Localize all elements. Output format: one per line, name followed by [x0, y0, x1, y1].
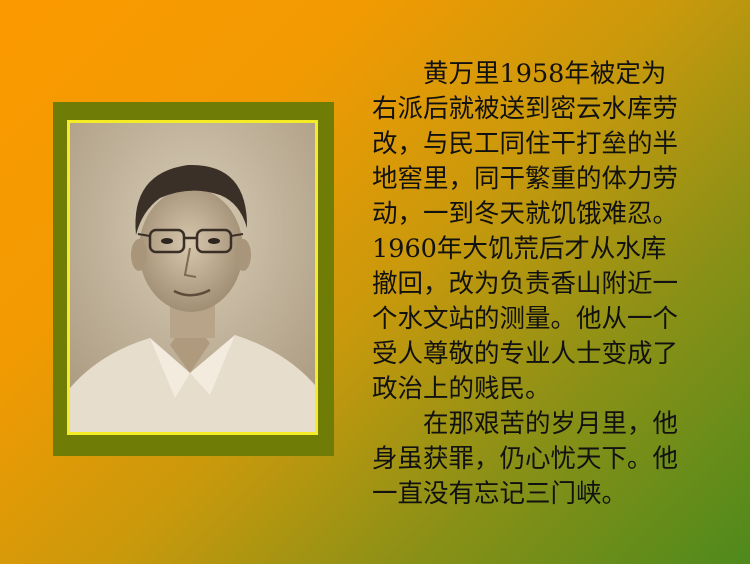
- text-line: 改，与民工同住干打垒的半: [372, 129, 679, 159]
- portrait-photo: [70, 123, 315, 432]
- photo-frame: [53, 102, 334, 456]
- photo-border: [67, 120, 318, 435]
- text-line: 个水文站的测量。他从一个: [372, 304, 679, 334]
- text-line: 1960年大饥荒后才从水库: [372, 234, 667, 264]
- text-line: 政治上的贱民。: [372, 374, 551, 404]
- text-line: 在那艰苦的岁月里，他: [372, 409, 679, 439]
- text-line: 黄万里1958年被定为: [372, 59, 667, 89]
- body-text: 黄万里1958年被定为 右派后就被送到密云水库劳 改，与民工同住干打垒的半 地窖…: [372, 57, 727, 512]
- text-line: 受人尊敬的专业人士变成了: [372, 339, 679, 369]
- text-line: 一直没有忘记三门峡。: [372, 479, 628, 509]
- text-line: 动，一到冬天就饥饿难忍。: [372, 199, 679, 229]
- text-line: 身虽获罪，仍心忧天下。他: [372, 444, 679, 474]
- paragraph: 黄万里1958年被定为 右派后就被送到密云水库劳 改，与民工同住干打垒的半 地窖…: [372, 57, 727, 407]
- text-line: 右派后就被送到密云水库劳: [372, 94, 679, 124]
- paragraph: 在那艰苦的岁月里，他 身虽获罪，仍心忧天下。他 一直没有忘记三门峡。: [372, 407, 727, 512]
- text-line: 地窖里，同干繁重的体力劳: [372, 164, 679, 194]
- text-line: 撤回，改为负责香山附近一: [372, 269, 679, 299]
